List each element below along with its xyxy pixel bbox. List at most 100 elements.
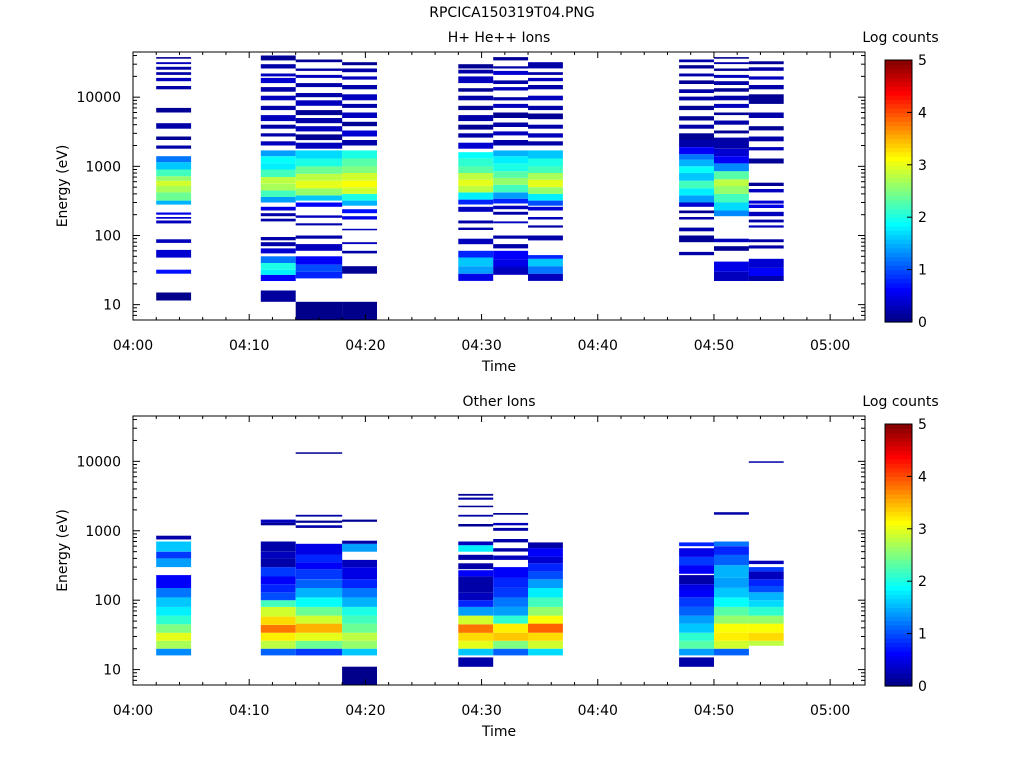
heatmap-cell (714, 103, 749, 108)
heatmap-cell (493, 177, 529, 185)
colorbar-swatch (885, 537, 912, 543)
panel-title: H+ He++ Ions (448, 30, 551, 46)
colorbar-swatch (885, 598, 912, 604)
heatmap-cell (260, 64, 296, 69)
heatmap-cell (295, 134, 343, 141)
colorbar-swatch (885, 239, 912, 244)
heatmap-cell (156, 186, 192, 193)
colorbar-swatch (885, 437, 912, 443)
heatmap-cell (342, 250, 377, 254)
heatmap-cell (679, 597, 714, 607)
heatmap-cell (493, 57, 529, 61)
colorbar-swatch (885, 603, 912, 608)
heatmap-cell (714, 137, 749, 149)
heatmap-cell (493, 171, 529, 178)
colorbar-swatch (885, 64, 912, 70)
heatmap-cell (748, 567, 784, 572)
heatmap-cell (679, 235, 714, 243)
heatmap-cell (260, 600, 296, 607)
colorbar-swatch (885, 651, 912, 657)
heatmap-cell (493, 80, 529, 84)
heatmap-cell (295, 579, 343, 588)
heatmap-cell (260, 522, 296, 526)
heatmap-cell (679, 59, 714, 63)
x-axis-label: Time (481, 724, 516, 740)
heatmap-cell (458, 554, 494, 560)
heatmap-cell (458, 199, 494, 205)
heatmap-cell (260, 150, 296, 157)
heatmap-cell (342, 158, 377, 167)
heatmap-cell (748, 579, 784, 586)
heatmap-cell (156, 217, 192, 219)
colorbar-swatch (885, 191, 912, 196)
heatmap-cell (295, 188, 343, 196)
heatmap-cell (295, 195, 343, 201)
heatmap-cell (714, 615, 749, 624)
heatmap-cell (260, 242, 296, 247)
colorbar-swatch (885, 672, 912, 678)
colorbar-swatch (885, 90, 912, 96)
heatmap-cell (342, 266, 377, 274)
colorbar-tick-label: 1 (918, 263, 927, 279)
heatmap-cell (528, 632, 563, 641)
heatmap-cell (295, 543, 343, 555)
heatmap-cell (156, 624, 192, 633)
colorbar-swatch (885, 129, 912, 135)
heatmap-cell (679, 251, 714, 256)
heatmap-cell (295, 562, 343, 570)
heatmap-cell (156, 136, 192, 140)
heatmap-cell (260, 218, 296, 222)
heatmap-cell (295, 235, 343, 239)
heatmap-cell (748, 189, 784, 193)
heatmap-cell (260, 269, 296, 275)
colorbar-swatch (885, 533, 912, 539)
heatmap-cell (493, 250, 529, 260)
heatmap-cell (458, 563, 494, 570)
panel-title: Other Ions (462, 394, 535, 410)
heatmap-cells (156, 452, 784, 685)
heatmap-cell (748, 600, 784, 607)
heatmap-cell (295, 244, 343, 251)
heatmap-cell (342, 606, 377, 616)
y-axis-label: Energy (eV) (55, 145, 71, 228)
x-tick-label: 04:40 (578, 338, 618, 354)
heatmap-cell (528, 597, 563, 607)
heatmap-cell (679, 590, 714, 598)
heatmap-cell (295, 452, 343, 454)
y-tick-label: 10000 (76, 90, 121, 106)
heatmap-cell (679, 96, 714, 101)
heatmap-cell (493, 97, 529, 101)
heatmap-cell (748, 592, 784, 601)
heatmap-cell (714, 88, 749, 92)
x-tick-label: 05:00 (810, 338, 850, 354)
heatmap-cell (679, 632, 714, 641)
heatmap-cell (528, 563, 563, 572)
heatmap-cells (156, 55, 784, 320)
colorbar-swatch (885, 295, 912, 301)
heatmap-cell (156, 77, 192, 82)
heatmap-cell (342, 209, 377, 214)
heatmap-cell (493, 522, 529, 526)
heatmap-cell (528, 173, 563, 180)
heatmap-cell (679, 133, 714, 140)
heatmap-cell (156, 640, 192, 649)
heatmap-cell (295, 100, 343, 106)
heatmap-cell (342, 187, 377, 194)
colorbar-swatch (885, 559, 912, 565)
heatmap-cell (260, 95, 296, 101)
heatmap-cell (714, 95, 749, 101)
colorbar-swatch (885, 480, 912, 486)
x-tick-label: 04:30 (461, 703, 501, 719)
heatmap-cell (493, 235, 529, 239)
colorbar-swatch (885, 555, 912, 560)
heatmap-cell (295, 606, 343, 616)
heatmap-cell (342, 666, 377, 685)
heatmap-cell (493, 513, 529, 515)
heatmap-cell (295, 142, 343, 149)
heatmap-cell (458, 88, 494, 92)
heatmap-cell (493, 70, 529, 75)
heatmap-cell (295, 264, 343, 272)
heatmap-cell (458, 179, 494, 186)
heatmap-cell (528, 200, 563, 206)
heatmap-cell (493, 150, 529, 157)
